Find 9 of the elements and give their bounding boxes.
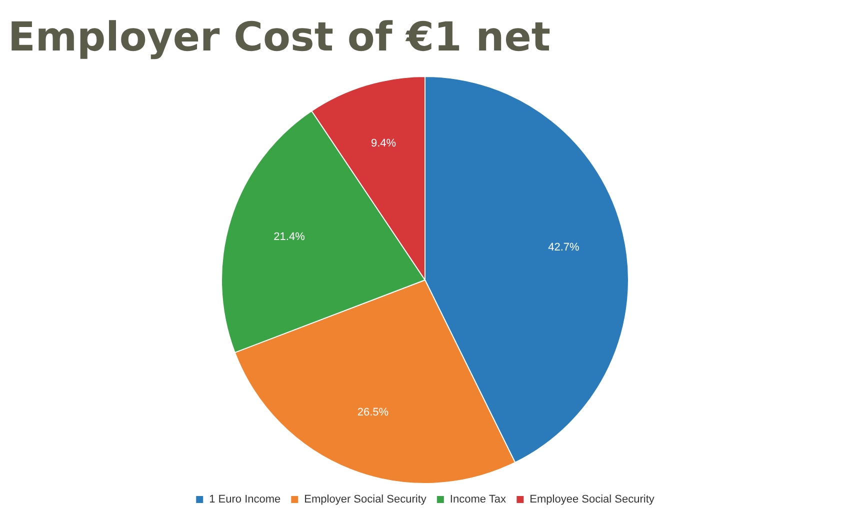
data-label: 21.4% bbox=[274, 230, 306, 243]
legend-label: Employer Social Security bbox=[304, 494, 427, 506]
data-label: 26.5% bbox=[357, 406, 389, 419]
data-label: 42.7% bbox=[548, 242, 580, 254]
chart-title: Employer Cost of €1 net bbox=[8, 14, 550, 60]
data-label: 9.4% bbox=[371, 138, 396, 150]
legend-label: 1 Euro Income bbox=[209, 494, 281, 506]
legend-label: Employee Social Security bbox=[530, 494, 655, 506]
legend-label: Income Tax bbox=[450, 494, 506, 506]
